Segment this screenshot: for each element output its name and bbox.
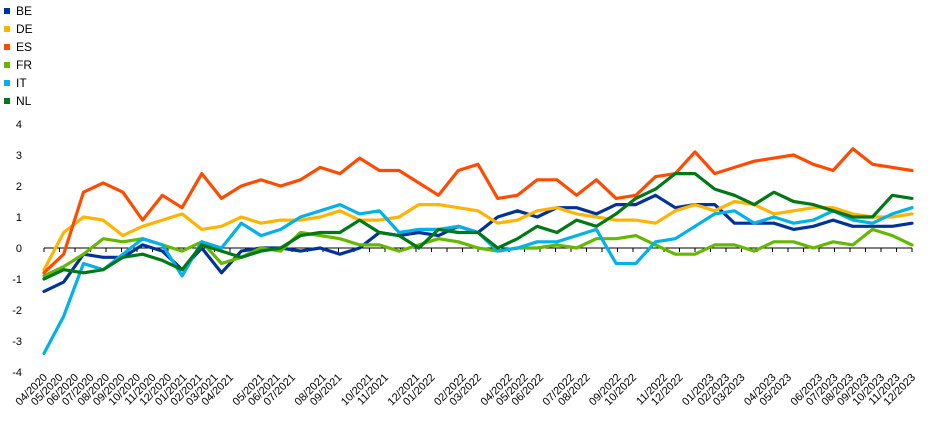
series-line-es — [42, 147, 914, 275]
y-tick-label: 0 — [16, 243, 22, 255]
y-tick-label: 1 — [16, 212, 22, 224]
series-line-de — [42, 199, 914, 272]
legend-swatch-it — [4, 80, 10, 86]
y-tick-label: 4 — [16, 119, 22, 131]
y-tick-label: -2 — [12, 305, 22, 317]
legend-swatch-es — [4, 44, 10, 50]
series-line-nl — [42, 172, 914, 281]
legend-swatch-fr — [4, 62, 10, 68]
y-tick-label: 3 — [16, 150, 22, 162]
legend-swatch-nl — [4, 98, 10, 104]
series-line-fr — [42, 227, 914, 278]
y-tick-label: -3 — [12, 336, 22, 348]
legend-label-fr: FR — [16, 58, 32, 72]
legend-label-be: BE — [16, 4, 32, 18]
y-tick-label: 2 — [16, 181, 22, 193]
series-lines — [42, 147, 914, 355]
legend-swatch-be — [4, 8, 10, 14]
legend-label-nl: NL — [16, 94, 32, 108]
x-axis-tick-labels: 04/202005/202006/202007/202008/202009/20… — [14, 372, 919, 409]
legend-swatch-de — [4, 26, 10, 32]
legend-label-it: IT — [16, 76, 27, 90]
y-axis-tick-labels: 4 3 2 1 0 -1 -2 -3 -4 — [12, 119, 22, 379]
y-tick-label: -1 — [12, 274, 22, 286]
legend: BE DE ES FR IT NL — [4, 4, 33, 108]
y-tick-label: -4 — [12, 367, 22, 379]
legend-label-es: ES — [16, 40, 32, 54]
legend-label-de: DE — [16, 22, 33, 36]
